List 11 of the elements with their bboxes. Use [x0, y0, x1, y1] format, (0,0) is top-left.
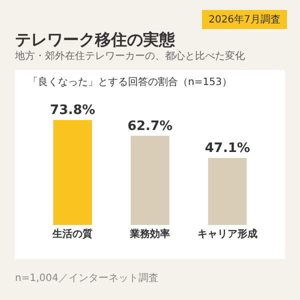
x-tick-label: 生活の質 [52, 228, 93, 240]
x-tick-label: 業務効率 [129, 228, 170, 240]
chart-subtitle: 地方・郊外在住テレワーカーの、都心と比べた変化 [14, 50, 245, 62]
data-label: 62.7% [127, 118, 173, 134]
x-tick-label: キャリア形成 [197, 228, 258, 240]
chart-title: テレワーク移住の実態 [15, 30, 176, 49]
data-label: 73.8% [50, 103, 96, 118]
text: 「良くなった」とする回答の割合（n=153） [28, 76, 232, 88]
text: n=1,004／インターネット調査 [15, 272, 158, 284]
data-label: 47.1% [204, 140, 250, 156]
text: 2026年7月調査 [208, 14, 280, 26]
